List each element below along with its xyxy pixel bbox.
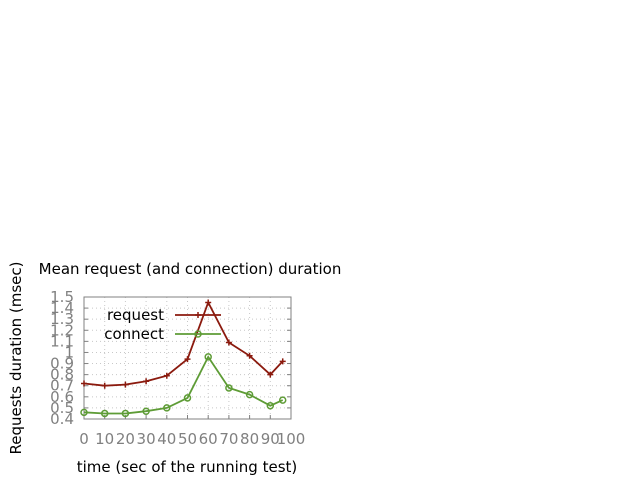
y-tick-label: 0.5 xyxy=(50,399,74,417)
x-tick-label: 50 xyxy=(178,430,197,448)
data-point-connect xyxy=(204,353,212,361)
data-point-request xyxy=(143,378,150,385)
x-tick-label: 30 xyxy=(137,430,156,448)
series-layer xyxy=(80,299,287,418)
y-axis-label: Requests duration (msec) xyxy=(7,261,25,454)
y-tick-label: 0.7 xyxy=(50,377,74,395)
x-tick-label: 70 xyxy=(219,430,238,448)
data-point-request xyxy=(81,380,87,387)
data-point-request xyxy=(279,358,286,365)
data-point-request xyxy=(267,371,274,378)
y-tick-label: 0.6 xyxy=(50,388,74,406)
x-tick-label: 20 xyxy=(116,430,135,448)
data-point-request xyxy=(122,381,129,388)
data-point-connect xyxy=(225,384,233,392)
x-tick-label: 40 xyxy=(157,430,176,448)
x-axis-label: time (sec of the running test) xyxy=(77,458,298,476)
data-point-connect xyxy=(245,390,254,399)
x-tick-label: 100 xyxy=(277,430,306,448)
data-point-request xyxy=(101,382,108,389)
y-tick-label: 0.8 xyxy=(50,366,74,384)
data-point-connect xyxy=(100,409,109,418)
data-point-request xyxy=(205,299,212,306)
data-point-request xyxy=(225,339,232,346)
legend-marker-request xyxy=(195,312,201,318)
x-tick-label: 10 xyxy=(95,430,114,448)
data-point-request xyxy=(163,372,170,379)
y-axis-ticks: 0.40.50.60.70.80.911.11.21.31.41.5 xyxy=(50,288,291,428)
x-tick-label: 0 xyxy=(79,430,89,448)
legend-label-request: request xyxy=(107,306,164,324)
data-point-connect xyxy=(183,394,192,402)
data-point-connect xyxy=(121,409,130,418)
y-tick-label: 1.2 xyxy=(50,321,74,339)
data-point-connect xyxy=(278,396,287,404)
chart-title: Mean request (and connection) duration xyxy=(39,260,342,278)
y-tick-label: 1 xyxy=(64,343,74,361)
data-point-request xyxy=(246,352,253,359)
data-point-connect xyxy=(266,401,275,410)
legend-label-connect: connect xyxy=(104,325,164,343)
data-point-request xyxy=(184,356,191,363)
x-tick-label: 90 xyxy=(261,430,280,448)
y-tick-label: 1.4 xyxy=(50,299,74,317)
y-tick-label: 1.3 xyxy=(50,310,74,328)
y-tick-label: 1.5 xyxy=(50,288,74,306)
y-tick-label: 1.1 xyxy=(50,332,74,350)
y-tick-label: 0.4 xyxy=(50,410,74,428)
legend-marker-connect xyxy=(194,330,202,338)
data-point-connect xyxy=(80,408,88,417)
y-tick-label: 0.9 xyxy=(50,355,74,373)
data-point-connect xyxy=(142,407,150,415)
x-tick-label: 60 xyxy=(199,430,218,448)
x-tick-label: 80 xyxy=(240,430,259,448)
series-line-connect xyxy=(83,355,284,415)
data-point-connect xyxy=(163,404,171,412)
